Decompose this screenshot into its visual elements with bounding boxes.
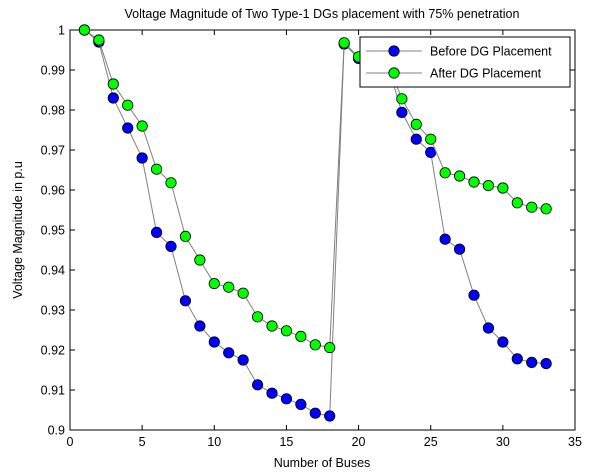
- y-axis: 0.9 0.91 0.92 0.93 0.94 0.95 0.96 0.97 0.98 0.99 1: [41, 24, 575, 438]
- y-tick-label: 0.95: [41, 224, 65, 238]
- series-layer: [78, 24, 552, 422]
- y-tick-label: 0.97: [41, 144, 65, 158]
- data-point: [482, 180, 495, 192]
- data-point: [526, 201, 538, 213]
- series-before: [78, 24, 552, 422]
- y-tick-label: 0.93: [41, 304, 65, 318]
- data-point: [165, 240, 177, 252]
- x-tick-label: 20: [352, 435, 366, 449]
- x-axis: 0 5 10 15 20 25 30 35: [67, 30, 582, 449]
- data-point: [324, 341, 336, 354]
- legend-label-before: Before DG Placement: [430, 45, 552, 59]
- data-point: [338, 37, 350, 49]
- data-point: [251, 379, 264, 391]
- data-point: [208, 277, 220, 290]
- data-point: [266, 320, 278, 332]
- data-point: [122, 99, 134, 111]
- data-point: [439, 233, 451, 245]
- plot-area: [69, 29, 576, 431]
- x-axis-label: Number of Buses: [274, 456, 371, 470]
- data-point: [453, 170, 466, 182]
- legend-marker-before: [388, 45, 400, 57]
- legend-marker-after: [388, 67, 400, 79]
- data-point: [540, 203, 552, 215]
- data-point: [266, 387, 278, 399]
- data-point: [526, 356, 538, 368]
- data-point: [136, 152, 148, 164]
- data-point: [107, 92, 119, 104]
- y-tick-label: 0.9: [48, 424, 65, 438]
- data-point: [309, 407, 321, 419]
- data-point: [453, 243, 466, 255]
- data-point: [150, 163, 163, 175]
- y-tick-label: 0.92: [41, 344, 65, 358]
- data-point: [194, 320, 206, 332]
- data-point: [468, 176, 480, 188]
- data-point: [179, 230, 192, 242]
- data-point: [511, 197, 523, 209]
- data-point: [497, 336, 509, 348]
- data-point: [280, 325, 293, 337]
- y-tick-label: 0.98: [41, 104, 65, 118]
- x-tick-label: 15: [279, 435, 293, 449]
- y-tick-label: 0.94: [41, 264, 65, 278]
- data-point: [540, 357, 552, 370]
- x-tick-label: 30: [496, 435, 510, 449]
- data-point: [497, 182, 509, 194]
- data-point: [396, 93, 408, 105]
- data-point: [511, 353, 523, 365]
- data-point: [468, 289, 480, 301]
- data-point: [223, 281, 235, 293]
- x-tick-label: 0: [67, 435, 74, 449]
- data-point: [136, 120, 148, 132]
- data-point: [324, 410, 336, 422]
- data-point: [223, 347, 235, 359]
- data-point: [295, 330, 307, 342]
- data-point: [410, 118, 422, 131]
- y-tick-label: 0.96: [41, 184, 65, 198]
- data-point: [309, 339, 321, 351]
- x-tick-label: 25: [424, 435, 438, 449]
- data-point: [295, 398, 307, 410]
- data-point: [107, 78, 119, 90]
- y-axis-label: Voltage Magnitude in p.u: [11, 161, 25, 299]
- x-tick-label: 10: [207, 435, 221, 449]
- data-point: [78, 24, 91, 36]
- x-tick-label: 5: [139, 435, 146, 449]
- data-point: [93, 34, 105, 46]
- data-point: [122, 122, 134, 134]
- data-point: [165, 177, 177, 189]
- chart-title: Voltage Magnitude of Two Type-1 DGs plac…: [125, 7, 520, 21]
- y-tick-label: 0.91: [41, 384, 65, 398]
- data-point: [439, 167, 451, 179]
- data-point: [280, 393, 293, 405]
- y-tick-label: 0.99: [41, 64, 65, 78]
- data-point: [425, 133, 437, 145]
- data-point: [410, 133, 422, 145]
- series-after: [78, 24, 552, 354]
- data-point: [482, 322, 495, 334]
- legend: Before DG Placement After DG Placement: [359, 36, 571, 88]
- legend-box: [359, 36, 571, 88]
- data-point: [179, 295, 192, 307]
- y-tick-label: 1: [58, 24, 65, 38]
- legend-label-after: After DG Placement: [430, 67, 542, 81]
- data-point: [237, 354, 249, 366]
- data-point: [251, 311, 264, 323]
- data-point: [208, 336, 220, 348]
- data-point: [194, 254, 206, 266]
- x-tick-label: 35: [568, 435, 582, 449]
- data-point: [237, 287, 249, 299]
- data-point: [150, 226, 163, 238]
- data-point: [396, 106, 408, 119]
